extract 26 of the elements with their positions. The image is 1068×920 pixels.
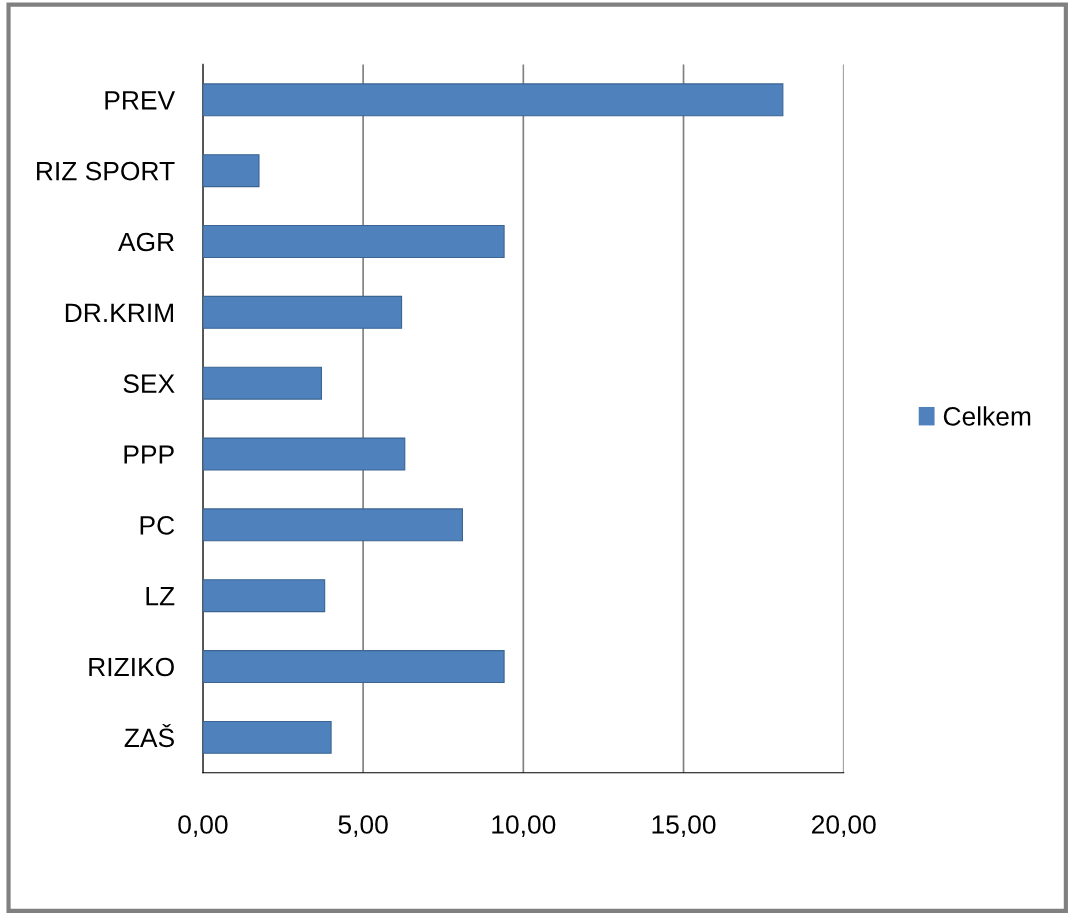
bar xyxy=(202,225,505,258)
bar xyxy=(202,295,403,329)
bar xyxy=(202,650,505,684)
bar xyxy=(202,154,260,188)
x-tick-label: 15,00 xyxy=(652,815,716,837)
x-tick-label: 5,00 xyxy=(338,815,388,837)
y-tick-label: PC xyxy=(140,515,175,535)
bar xyxy=(202,720,332,754)
y-tick-label: DR.KRIM xyxy=(65,303,173,322)
bar xyxy=(202,437,406,471)
bar xyxy=(202,579,326,613)
bar xyxy=(202,366,323,400)
y-tick-label: PPP xyxy=(124,445,174,464)
bar xyxy=(202,83,784,117)
y-tick-label: ZAŠ xyxy=(124,723,174,748)
y-tick-label: PREV xyxy=(105,91,176,110)
y-tick-label: AGR xyxy=(118,232,174,252)
bar xyxy=(202,508,463,542)
x-tick-label: 10,00 xyxy=(492,815,556,837)
y-tick-label: LZ xyxy=(146,587,175,606)
x-tick-label: 0,00 xyxy=(178,815,228,837)
legend-label: Celkem xyxy=(943,406,1031,426)
x-tick-label: 20,00 xyxy=(812,815,876,837)
y-tick-label: SEX xyxy=(123,374,175,393)
y-tick-label: RIZIKO xyxy=(89,657,174,677)
y-tick-label: RIZ SPORT xyxy=(37,161,175,181)
